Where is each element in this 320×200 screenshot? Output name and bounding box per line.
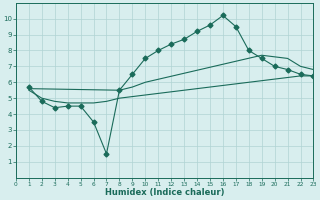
X-axis label: Humidex (Indice chaleur): Humidex (Indice chaleur) <box>105 188 224 197</box>
